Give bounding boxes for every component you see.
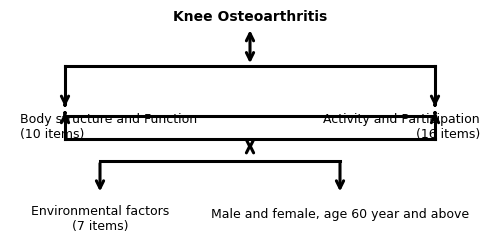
Text: Male and female, age 60 year and above: Male and female, age 60 year and above	[211, 208, 469, 221]
Text: Environmental factors
(7 items): Environmental factors (7 items)	[31, 205, 169, 233]
Text: Body structure and Function
(10 items): Body structure and Function (10 items)	[20, 113, 197, 141]
Text: Knee Osteoarthritis: Knee Osteoarthritis	[173, 10, 327, 24]
Text: Activity and Participation
(16 items): Activity and Participation (16 items)	[324, 113, 480, 141]
